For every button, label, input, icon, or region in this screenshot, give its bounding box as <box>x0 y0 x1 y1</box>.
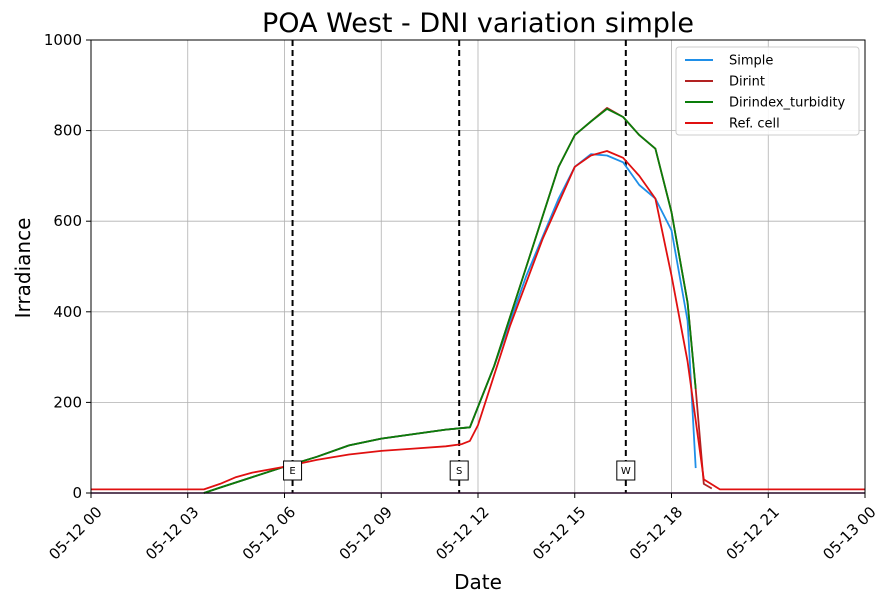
legend: Simple Dirint Dirindex_turbidity Ref. cell <box>675 46 860 136</box>
marker-label-s: S <box>456 466 462 477</box>
y-tick-label: 400 <box>53 303 82 321</box>
legend-label: Dirindex_turbidity <box>729 96 846 111</box>
legend-box <box>675 46 860 136</box>
x-axis-title: Date <box>454 570 502 594</box>
marker-box-s <box>449 460 469 481</box>
legend-label: Dirint <box>729 75 765 90</box>
series-line-ref-cell <box>91 150 865 491</box>
y-tick-label: 600 <box>53 212 82 230</box>
legend-label: Simple <box>729 54 773 69</box>
y-tick-label: 0 <box>72 484 82 502</box>
legend-label: Ref. cell <box>729 117 780 132</box>
marker-label-w: W <box>621 466 631 477</box>
y-tick-label: 200 <box>53 393 82 411</box>
marker-box-w <box>616 460 636 481</box>
y-tick-label: 1000 <box>44 31 82 49</box>
marker-lines <box>291 40 627 493</box>
y-axis-title: Irradiance <box>11 218 35 319</box>
marker-box-e <box>283 460 303 481</box>
marker-label-e: E <box>289 466 295 477</box>
chart-title: POA West - DNI variation simple <box>262 8 694 39</box>
y-axis-ticks: 0 200 400 600 800 1000 <box>44 31 91 502</box>
y-tick-label: 800 <box>53 122 82 140</box>
